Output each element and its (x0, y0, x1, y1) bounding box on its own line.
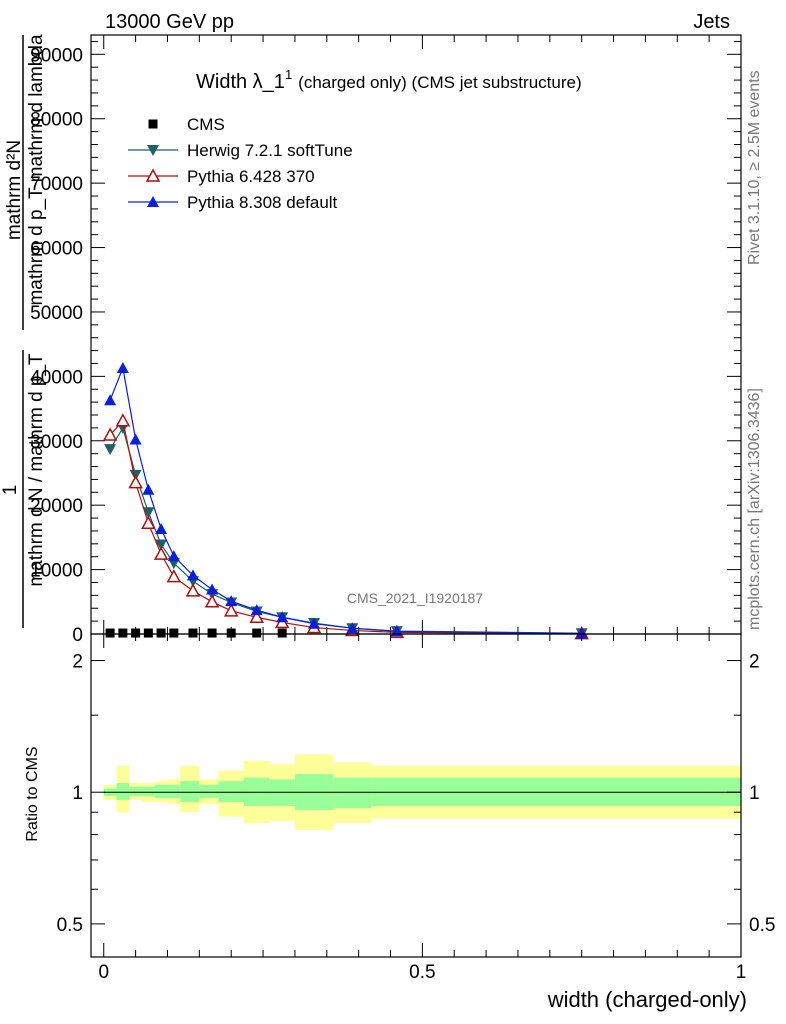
data-point-pythia6 (141, 515, 156, 529)
x-tick-label: 0 (98, 962, 109, 983)
data-point-pythia8 (142, 483, 155, 495)
ratio-y-tick-label: 2 (72, 652, 83, 673)
ylabel-line-4: mathrm d N / mathrm d p_T (26, 353, 47, 587)
y-tick-label: 30000 (30, 432, 83, 453)
ratio-y-tick-label: 0.5 (57, 915, 83, 936)
x-tick-label: 0.5 (409, 962, 435, 983)
legend-marker (147, 196, 159, 207)
legend-marker (147, 145, 159, 156)
header-jets-label: Jets (693, 11, 730, 33)
data-point-pythia8 (167, 550, 180, 562)
y-tick-label: 0 (72, 625, 83, 646)
mcplots-label: mcplots.cern.ch [arXiv:1306.3436] (746, 388, 763, 630)
data-point-pythia6 (249, 609, 264, 624)
y-tick-label: 70000 (30, 174, 83, 195)
y-tick-label: 80000 (30, 110, 83, 131)
y-tick-label: 50000 (30, 303, 83, 324)
data-point-cms (118, 628, 128, 638)
data-point-pythia8 (276, 611, 289, 623)
header-energy-label: 13000 GeV pp (105, 11, 234, 33)
main-title: Width λ_11 (charged only) (CMS jet substr… (196, 67, 582, 93)
ratio-y-tick-label-right: 1 (749, 783, 760, 804)
data-point-pythia8 (308, 617, 321, 629)
data-point-pythia6 (128, 475, 143, 489)
data-point-cms (252, 628, 262, 638)
x-axis-label: width (charged-only) (547, 987, 747, 1012)
data-point-pythia6 (102, 427, 118, 441)
uncertainty-band-inner (199, 784, 219, 799)
ratio-frame (90, 633, 742, 958)
data-point-pythia8 (250, 604, 263, 616)
data-point-pythia8 (129, 433, 142, 445)
legend-label-pythia8: Pythia 8.308 default (187, 193, 338, 212)
data-point-pythia8 (346, 622, 359, 634)
data-point-cms (188, 628, 198, 638)
data-point-pythia6 (166, 569, 182, 583)
legend-label-herwig: Herwig 7.2.1 softTune (187, 141, 353, 160)
data-point-pythia8 (206, 583, 219, 595)
data-point-herwig (104, 444, 117, 456)
svg-text:Width λ_11(charged only) (CMS: Width λ_11 (charged only) (CMS jet substr… (196, 67, 582, 93)
legend-marker (145, 168, 161, 182)
data-point-pythia8 (155, 523, 168, 535)
uncertainty-band-inner (141, 786, 155, 797)
legend-label-cms: CMS (187, 115, 225, 134)
legend-label-pythia6: Pythia 6.428 370 (187, 167, 315, 186)
main-plot-content: 0 10000 20000 30000 40000 50000 60000 70000 8000… (30, 34, 742, 646)
data-point-pythia8 (104, 394, 117, 406)
data-point-pythia8 (575, 627, 588, 639)
uncertainty-band-inner (116, 782, 130, 800)
y-tick-label: 20000 (30, 496, 83, 517)
title-superscript: 1 (285, 67, 292, 82)
ylabel-line-1: mathrm d²N (4, 140, 25, 240)
ratio-plot-content: 0.5 0.5 1 1 2 2 0 0.5 1 (57, 633, 775, 983)
x-tick-label: 1 (736, 962, 747, 983)
uncertainty-band-inner (154, 784, 168, 799)
title-note: (charged only) (CMS jet substructure) (298, 73, 581, 92)
uncertainty-band-inner (180, 781, 200, 802)
title-main: Width λ_1 (196, 71, 285, 93)
y-tick-label: 10000 (30, 561, 83, 582)
legend: CMS Herwig 7.2.1 softTune Pythia 6.428 3… (128, 115, 353, 212)
data-point-pythia6 (223, 603, 239, 617)
data-point-pythia8 (116, 361, 129, 373)
analysis-watermark: CMS_2021_I1920187 (347, 590, 483, 606)
ratio-y-axis-label: Ratio to CMS (24, 746, 41, 841)
y-tick-label: 40000 (30, 367, 83, 388)
ratio-y-tick-label-right: 0.5 (749, 915, 775, 936)
data-point-cms (131, 628, 141, 638)
data-point-cms (226, 628, 236, 638)
data-point-pythia8 (186, 569, 199, 581)
ratio-plot-panel: 0.5 0.5 1 1 2 2 0 0.5 1 Ratio to CMS width (char… (24, 633, 775, 1012)
y-tick-label: 60000 (30, 239, 83, 260)
data-point-cms (105, 628, 115, 638)
ratio-y-tick-label: 1 (72, 783, 83, 804)
uncertainty-band-inner (167, 784, 181, 799)
data-point-cms (169, 628, 179, 638)
data-point-herwig (155, 539, 168, 551)
data-point-pythia6 (115, 413, 131, 427)
main-y-axis-label: mathrm d²N mathrm d p_T mathrm d lambda … (0, 34, 47, 628)
legend-marker (148, 119, 158, 129)
data-point-pythia8 (225, 595, 238, 607)
y-tick-label: 90000 (30, 45, 83, 66)
data-point-pythia6 (204, 594, 220, 608)
data-point-herwig (142, 507, 155, 519)
data-point-cms (207, 628, 217, 638)
data-point-pythia6 (153, 546, 169, 560)
data-point-pythia6 (185, 583, 201, 597)
uncertainty-band-inner (333, 777, 372, 809)
ratio-y-tick-label-right: 2 (749, 652, 760, 673)
main-plot-panel: 0 10000 20000 30000 40000 50000 60000 70000 8000… (0, 34, 742, 646)
data-point-cms (156, 628, 166, 638)
ylabel-line-3: 1 (0, 485, 21, 496)
rivet-version-label: Rivet 3.1.10, ≥ 2.5M events (746, 70, 763, 265)
uncertainty-band-inner (218, 781, 244, 802)
data-point-cms (143, 628, 153, 638)
data-point-cms (277, 628, 287, 638)
uncertainty-band-inner (129, 786, 142, 797)
ylabel-line-2: mathrm d p_T mathrm d lambda (26, 34, 47, 305)
